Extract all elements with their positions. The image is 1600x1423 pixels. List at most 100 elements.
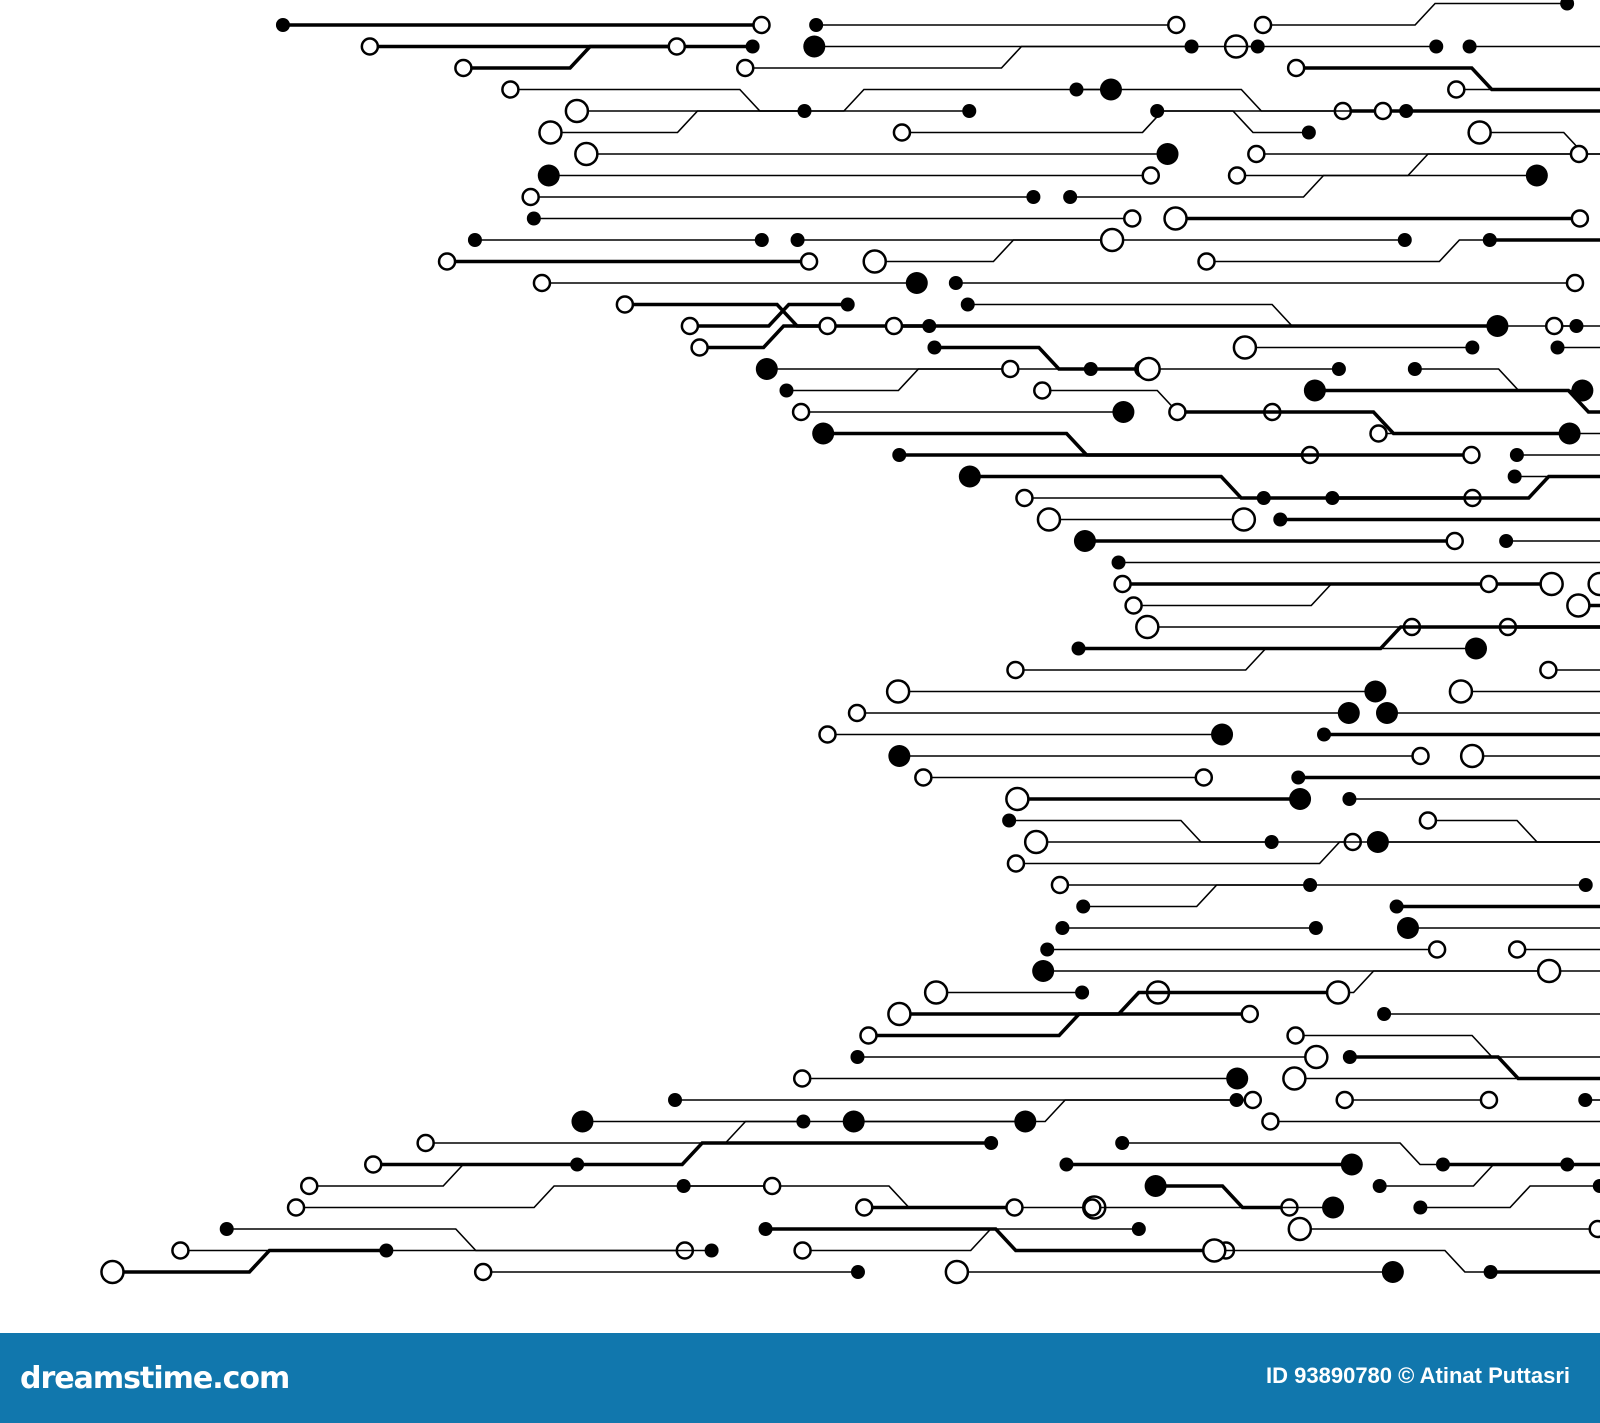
solder-pad <box>1229 1093 1244 1107</box>
solder-pad <box>1273 512 1288 527</box>
via-ring <box>923 980 949 1005</box>
via-ring <box>1163 206 1188 231</box>
circuit-trace <box>1214 1249 1600 1273</box>
via-ring <box>1467 120 1492 145</box>
via-ring <box>521 187 540 207</box>
solder-pad <box>668 1093 683 1107</box>
circuit-trace <box>899 990 1339 1016</box>
via-ring <box>1194 768 1214 787</box>
via-ring <box>1479 1090 1499 1110</box>
solder-pad <box>1308 921 1323 935</box>
circuit-trace <box>576 88 1111 112</box>
solder-pad <box>526 211 541 226</box>
circuit-trace <box>1396 883 1600 909</box>
solder-pad <box>1507 469 1522 484</box>
via-ring <box>1287 1216 1313 1242</box>
circuit-trace <box>1206 239 1600 263</box>
via-ring <box>1418 811 1438 830</box>
circuit-trace <box>296 1185 773 1209</box>
solder-pad <box>745 39 760 54</box>
solder-pad <box>850 1050 865 1064</box>
circuit-trace <box>1349 1055 1600 1081</box>
circuit-trace <box>1514 475 1600 499</box>
via-ring <box>1282 1066 1307 1091</box>
circuit-trace <box>1414 368 1583 392</box>
solder-pad <box>958 465 981 488</box>
solder-pad <box>1156 143 1179 165</box>
solder-pad <box>704 1243 719 1258</box>
solder-pad <box>1059 1157 1074 1172</box>
circuit-trace <box>874 239 1113 263</box>
solder-pad <box>1144 1175 1167 1197</box>
via-ring <box>892 123 912 142</box>
solder-pad <box>1099 78 1122 101</box>
solder-pad <box>1464 637 1487 660</box>
solder-pad <box>905 272 928 294</box>
via-ring <box>1588 1219 1600 1239</box>
via-ring <box>1335 1090 1354 1110</box>
solder-pad <box>1111 555 1126 570</box>
circuit-trace <box>1295 1034 1600 1058</box>
solder-pad <box>1377 1007 1392 1021</box>
via-ring <box>1006 854 1026 873</box>
solder-pad <box>1073 530 1096 552</box>
via-ring <box>1411 746 1430 766</box>
via-ring <box>364 1155 383 1174</box>
solder-pad <box>1325 491 1340 505</box>
circuit-trace <box>226 1228 685 1252</box>
solder-pad <box>1525 164 1548 187</box>
solder-pad <box>1063 190 1078 204</box>
via-ring <box>1261 1112 1280 1131</box>
circuit-trace <box>1507 625 1600 651</box>
via-ring <box>818 316 837 336</box>
via-ring <box>299 1176 319 1196</box>
via-ring <box>1445 531 1464 551</box>
circuit-trace <box>510 88 970 112</box>
via-ring <box>914 768 933 787</box>
via-ring <box>1006 660 1025 680</box>
circuit-trace <box>309 1163 578 1187</box>
solder-pad <box>1429 39 1444 54</box>
solder-pad <box>960 297 975 312</box>
solder-pad <box>1483 1265 1498 1279</box>
circuit-trace <box>853 1099 1237 1123</box>
via-ring <box>818 725 837 744</box>
via-ring <box>1033 381 1052 400</box>
via-ring <box>100 1259 125 1285</box>
via-ring <box>1099 227 1125 253</box>
via-ring <box>1123 209 1142 228</box>
solder-pad <box>1413 1200 1428 1215</box>
circuit-trace <box>689 302 848 328</box>
circuit-trace <box>802 1228 1139 1252</box>
solder-pad <box>219 1222 234 1236</box>
via-ring <box>1232 335 1258 360</box>
solder-pad <box>570 1157 585 1172</box>
solder-pad <box>1509 448 1524 462</box>
solder-pad <box>754 233 769 247</box>
dreamstime-logo[interactable]: dreamstime.com <box>20 1361 290 1396</box>
circuit-trace <box>1083 884 1311 908</box>
circuit-trace <box>1442 1162 1600 1188</box>
circuit-trace <box>1349 798 1600 822</box>
solder-pad <box>1112 401 1135 423</box>
solder-pad <box>797 104 812 118</box>
solder-pad <box>1303 878 1318 892</box>
circuit-trace <box>1427 819 1600 843</box>
via-ring <box>847 703 867 723</box>
solder-pad <box>1256 491 1271 505</box>
circuit-trace <box>1015 647 1476 671</box>
via-ring <box>1459 743 1485 769</box>
via-ring <box>1544 316 1564 336</box>
solder-pad <box>850 1265 865 1279</box>
circuit-trace <box>1420 1185 1600 1209</box>
solder-pad <box>803 35 826 58</box>
circuit-trace <box>967 303 1577 327</box>
via-ring <box>1569 144 1589 164</box>
via-ring <box>887 1001 912 1027</box>
solder-pad <box>1550 340 1565 355</box>
solder-pad <box>758 1222 773 1236</box>
via-ring <box>1231 507 1257 532</box>
circuit-trace <box>425 1120 1026 1144</box>
circuit-board-illustration <box>100 0 1600 1285</box>
circuit-trace <box>1078 625 1600 651</box>
